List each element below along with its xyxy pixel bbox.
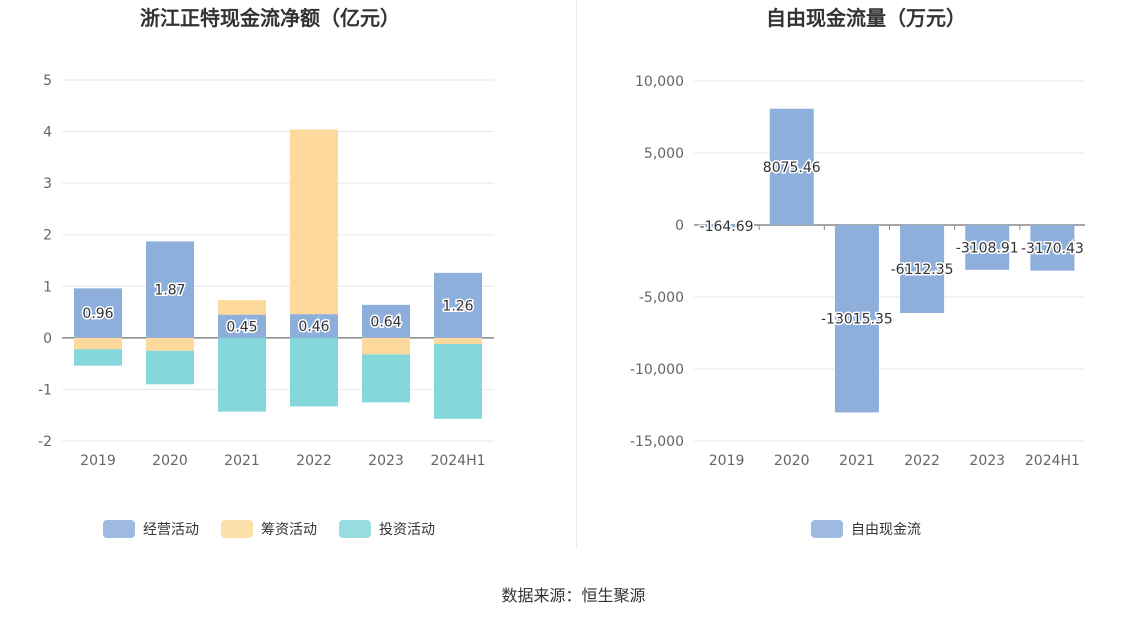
y-tick-label: 1 (43, 279, 52, 295)
x-tick-label: 2022 (296, 453, 332, 469)
data-label: 0.45 (226, 319, 257, 335)
data-label: 8075.46 (763, 160, 821, 176)
y-tick-label: 2 (43, 228, 52, 244)
y-tick-label: -15,000 (630, 434, 684, 450)
bar-筹资活动 (218, 300, 266, 315)
legend-swatch (103, 520, 135, 538)
y-tick-label: 5,000 (644, 146, 684, 162)
source-note: 数据来源：恒生聚源 (501, 586, 646, 605)
data-label: -164.69 (700, 219, 754, 235)
x-tick-label: 2023 (368, 453, 404, 469)
x-tick-label: 2024H1 (1025, 453, 1080, 469)
bar-筹资活动 (362, 337, 410, 355)
bar-自由现金流 (965, 225, 1010, 270)
x-tick-label: 2021 (839, 453, 875, 469)
bar-投资活动 (74, 349, 122, 366)
chart-title: 自由现金流量（万元） (766, 6, 966, 30)
legend-swatch (221, 520, 253, 538)
legend-label: 经营活动 (143, 522, 199, 538)
y-tick-label: -1 (38, 382, 52, 398)
bar-投资活动 (434, 344, 482, 419)
data-label: -13015.35 (821, 312, 893, 328)
bar-自由现金流 (834, 225, 879, 413)
bar-自由现金流 (769, 108, 814, 225)
y-tick-label: -5,000 (639, 290, 684, 306)
y-tick-label: -10,000 (630, 362, 684, 378)
y-tick-label: 3 (43, 176, 52, 192)
chart-divider (576, 0, 577, 548)
data-label: 0.46 (298, 319, 329, 335)
x-tick-label: 2024H1 (430, 453, 485, 469)
bar-自由现金流 (900, 225, 945, 314)
y-tick-label: -2 (38, 434, 52, 450)
bar-经营活动 (290, 314, 338, 338)
legend-swatch (339, 520, 371, 538)
legend-label: 投资活动 (379, 522, 435, 538)
free-cash-flow-chart: 自由现金流量（万元） -15,000 -10,000 -5,000 0 5,000 10,0… (630, 6, 1085, 538)
x-tick-label: 2020 (774, 453, 810, 469)
bar-经营活动 (362, 304, 410, 338)
legend-label: 自由现金流 (851, 522, 921, 538)
bar-投资活动 (218, 337, 266, 412)
data-label: 1.26 (442, 298, 473, 314)
x-tick-label: 2019 (709, 453, 745, 469)
chart-title: 浙江正特现金流净额（亿元） (140, 6, 400, 30)
bar-经营活动 (218, 314, 266, 338)
legend-label: 筹资活动 (261, 521, 317, 538)
x-tick-label: 2021 (224, 453, 260, 469)
y-tick-label: 5 (43, 73, 52, 89)
bar-投资活动 (362, 354, 410, 403)
bar-筹资活动 (290, 129, 338, 315)
data-label: -3108.91 (956, 240, 1019, 256)
x-tick-label: 2019 (80, 453, 116, 469)
legend-swatch (811, 520, 843, 538)
bar-经营活动 (434, 272, 482, 338)
cash-flow-net-chart: 浙江正特现金流净额（亿元） -2 -1 0 1 2 3 4 5 2019 2020 2021 2022 2… (38, 6, 494, 538)
bar-经营活动 (74, 288, 122, 338)
y-tick-label: 0 (675, 218, 684, 234)
data-label: -3170.43 (1021, 241, 1084, 257)
bar-筹资活动 (74, 337, 122, 350)
y-tick-label: 0 (43, 331, 52, 347)
data-label: 0.64 (370, 314, 401, 330)
x-tick-label: 2023 (969, 453, 1005, 469)
bar-自由现金流 (704, 225, 749, 228)
bar-投资活动 (290, 337, 338, 407)
y-tick-label: 4 (43, 125, 52, 141)
x-tick-label: 2020 (152, 453, 188, 469)
bar-筹资活动 (434, 337, 482, 345)
data-label: 0.96 (82, 306, 113, 322)
data-label: -6112.35 (891, 262, 954, 278)
bar-投资活动 (146, 350, 194, 385)
x-tick-label: 2022 (904, 453, 940, 469)
bar-经营活动 (146, 241, 194, 338)
bar-筹资活动 (146, 337, 194, 351)
bar-自由现金流 (1030, 225, 1075, 271)
y-tick-label: 10,000 (635, 74, 684, 90)
charts-canvas: 浙江正特现金流净额（亿元） -2 -1 0 1 2 3 4 5 2019 2020 2021 2022 2… (38, 6, 1085, 538)
data-label: 1.87 (154, 283, 185, 299)
